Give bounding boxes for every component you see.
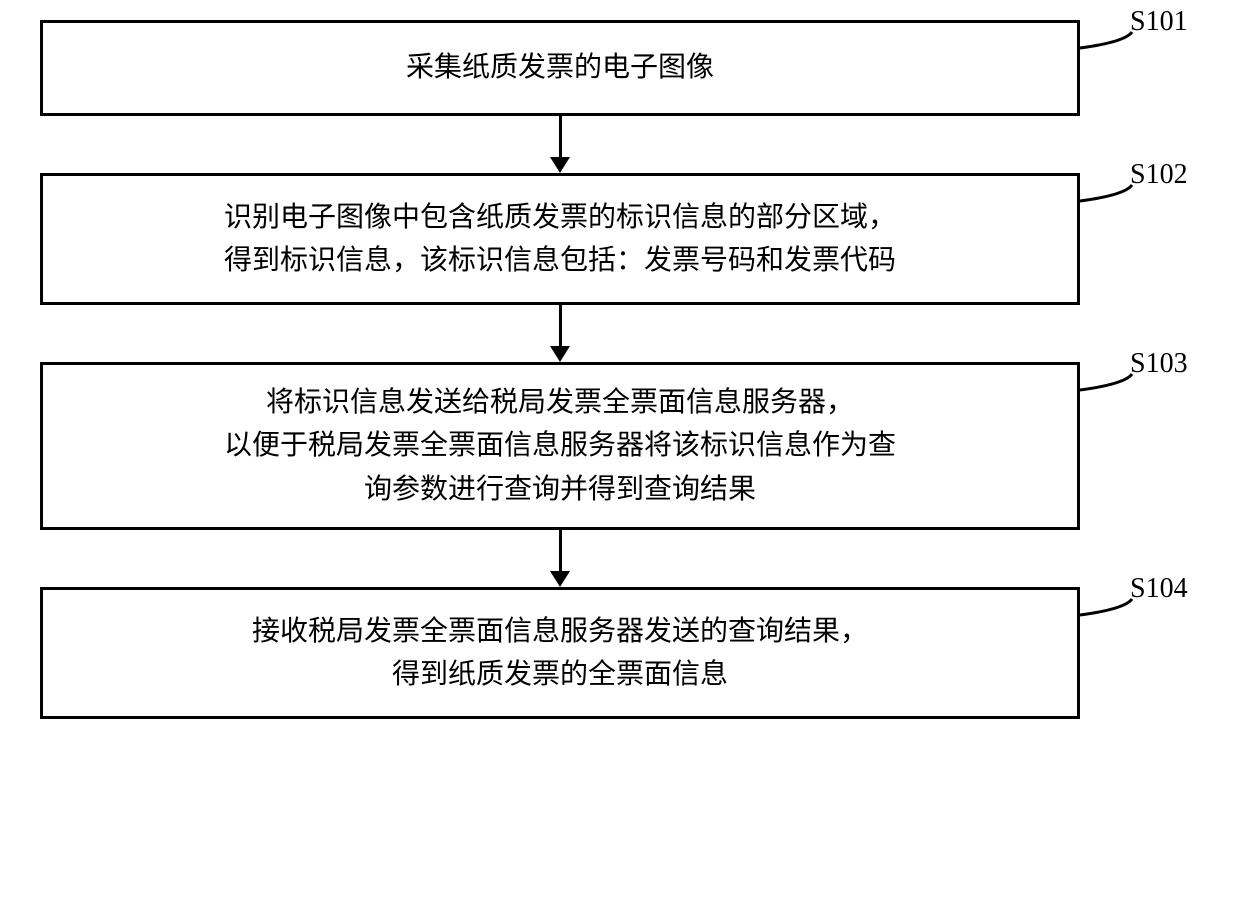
flow-step-label: S103 [1130, 348, 1188, 380]
flow-arrow [40, 530, 1080, 587]
flow-step-box: 将标识信息发送给税局发票全票面信息服务器， 以便于税局发票全票面信息服务器将该标… [40, 362, 1080, 530]
flow-step-label: S104 [1130, 573, 1188, 605]
flow-step-S102: 识别电子图像中包含纸质发票的标识信息的部分区域， 得到标识信息，该标识信息包括：… [40, 173, 1200, 305]
flow-arrow [40, 305, 1080, 362]
flow-step-S104: 接收税局发票全票面信息服务器发送的查询结果， 得到纸质发票的全票面信息S104 [40, 587, 1200, 719]
flow-step-label: S102 [1130, 159, 1188, 191]
arrow-head-icon [550, 157, 570, 173]
arrow-line [559, 116, 562, 158]
arrow-head-icon [550, 571, 570, 587]
flow-arrow [40, 116, 1080, 173]
flow-step-box: 识别电子图像中包含纸质发票的标识信息的部分区域， 得到标识信息，该标识信息包括：… [40, 173, 1080, 305]
arrow-line [559, 530, 562, 572]
flow-step-text: 将标识信息发送给税局发票全票面信息服务器， 以便于税局发票全票面信息服务器将该标… [224, 381, 896, 511]
flow-step-box: 接收税局发票全票面信息服务器发送的查询结果， 得到纸质发票的全票面信息 [40, 587, 1080, 719]
arrow-line [559, 305, 562, 347]
flow-step-S103: 将标识信息发送给税局发票全票面信息服务器， 以便于税局发票全票面信息服务器将该标… [40, 362, 1200, 530]
flowchart-container: 采集纸质发票的电子图像S101 识别电子图像中包含纸质发票的标识信息的部分区域， … [40, 20, 1200, 719]
flow-step-text: 接收税局发票全票面信息服务器发送的查询结果， 得到纸质发票的全票面信息 [252, 610, 868, 697]
arrow-head-icon [550, 346, 570, 362]
flow-step-S101: 采集纸质发票的电子图像S101 [40, 20, 1200, 116]
flow-step-label: S101 [1130, 6, 1188, 38]
flow-step-text: 识别电子图像中包含纸质发票的标识信息的部分区域， 得到标识信息，该标识信息包括：… [224, 196, 896, 283]
flow-step-text: 采集纸质发票的电子图像 [406, 46, 714, 89]
flow-step-box: 采集纸质发票的电子图像 [40, 20, 1080, 116]
